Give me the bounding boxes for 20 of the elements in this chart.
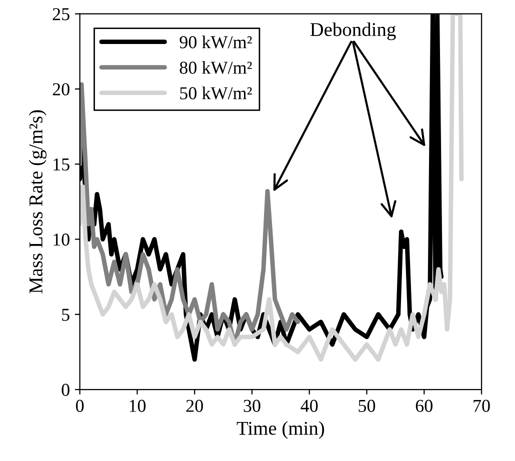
y-tick-label: 10 — [54, 234, 70, 246]
x-tick-label: 60 — [416, 400, 432, 412]
y-tick-label: 25 — [52, 8, 70, 20]
x-tick-label: 40 — [300, 400, 318, 412]
legend-label: 50 kW/m² — [180, 86, 252, 100]
x-tick-label: 10 — [130, 400, 146, 412]
annotation: Debonding — [310, 22, 396, 40]
x-tick-label: 70 — [474, 400, 490, 412]
y-axis-title: Mass Loss Rate (g/m²s) — [28, 110, 46, 294]
x-tick-label: 30 — [244, 400, 260, 412]
x-tick-label: 20 — [186, 400, 203, 412]
x-axis-title: Time (min) — [236, 421, 324, 439]
x-tick-label: 50 — [358, 400, 376, 412]
y-tick-label: 5 — [62, 308, 70, 321]
legend-label: 90 kW/m² — [180, 36, 252, 48]
y-tick-label: 0 — [62, 384, 70, 396]
y-tick-label: 15 — [54, 158, 70, 171]
y-tick-label: 20 — [52, 83, 70, 96]
legend-label: 80 kW/m² — [180, 61, 252, 74]
x-tick-label: 0 — [76, 400, 84, 412]
